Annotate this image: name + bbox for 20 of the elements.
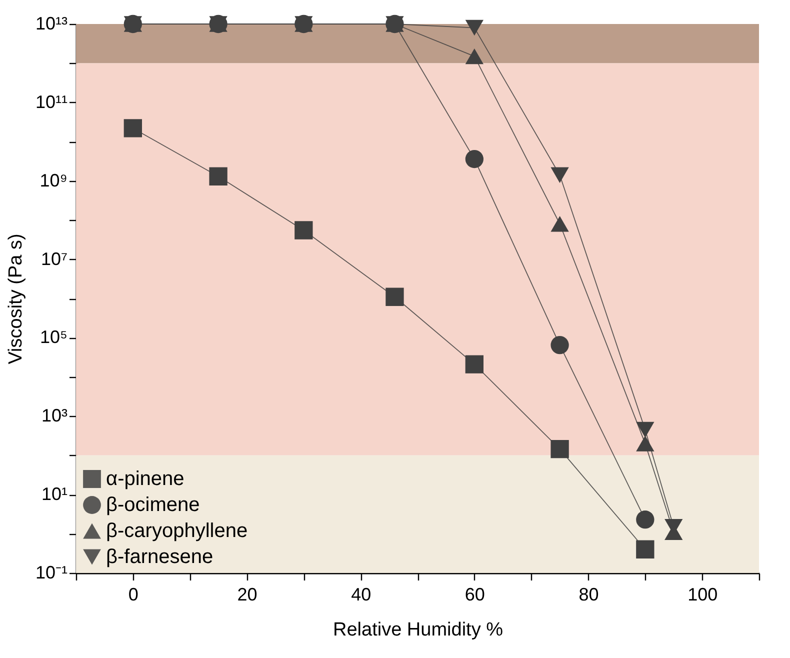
y-tick-label: 10¹³ — [35, 14, 68, 34]
x-tick-label: 0 — [128, 584, 138, 604]
y-tick-label: 10⁷ — [40, 248, 68, 269]
y-tick-label: 10¹ — [41, 484, 68, 504]
y-tick-label: 10¹¹ — [35, 92, 68, 112]
x-axis-title: Relative Humidity % — [333, 620, 504, 640]
legend-label: β-farnesene — [106, 546, 214, 568]
legend-label: α-pinene — [106, 468, 184, 490]
y-tick-label: 10³ — [41, 406, 68, 426]
legend-label: β-caryophyllene — [106, 520, 248, 542]
y-tick-label: 10⁻¹ — [35, 562, 68, 582]
y-tick-label: 10⁵ — [40, 327, 68, 348]
x-tick-label: 60 — [464, 584, 485, 604]
y-axis-title: Viscosity (Pa s) — [5, 234, 26, 364]
legend-label: β-ocimene — [106, 494, 200, 516]
y-tick-label: 10⁹ — [40, 170, 68, 190]
x-tick-label: 20 — [237, 584, 258, 604]
x-tick-label: 40 — [351, 584, 372, 604]
x-tick-label: 100 — [688, 584, 718, 604]
x-tick-label: 80 — [578, 584, 599, 604]
